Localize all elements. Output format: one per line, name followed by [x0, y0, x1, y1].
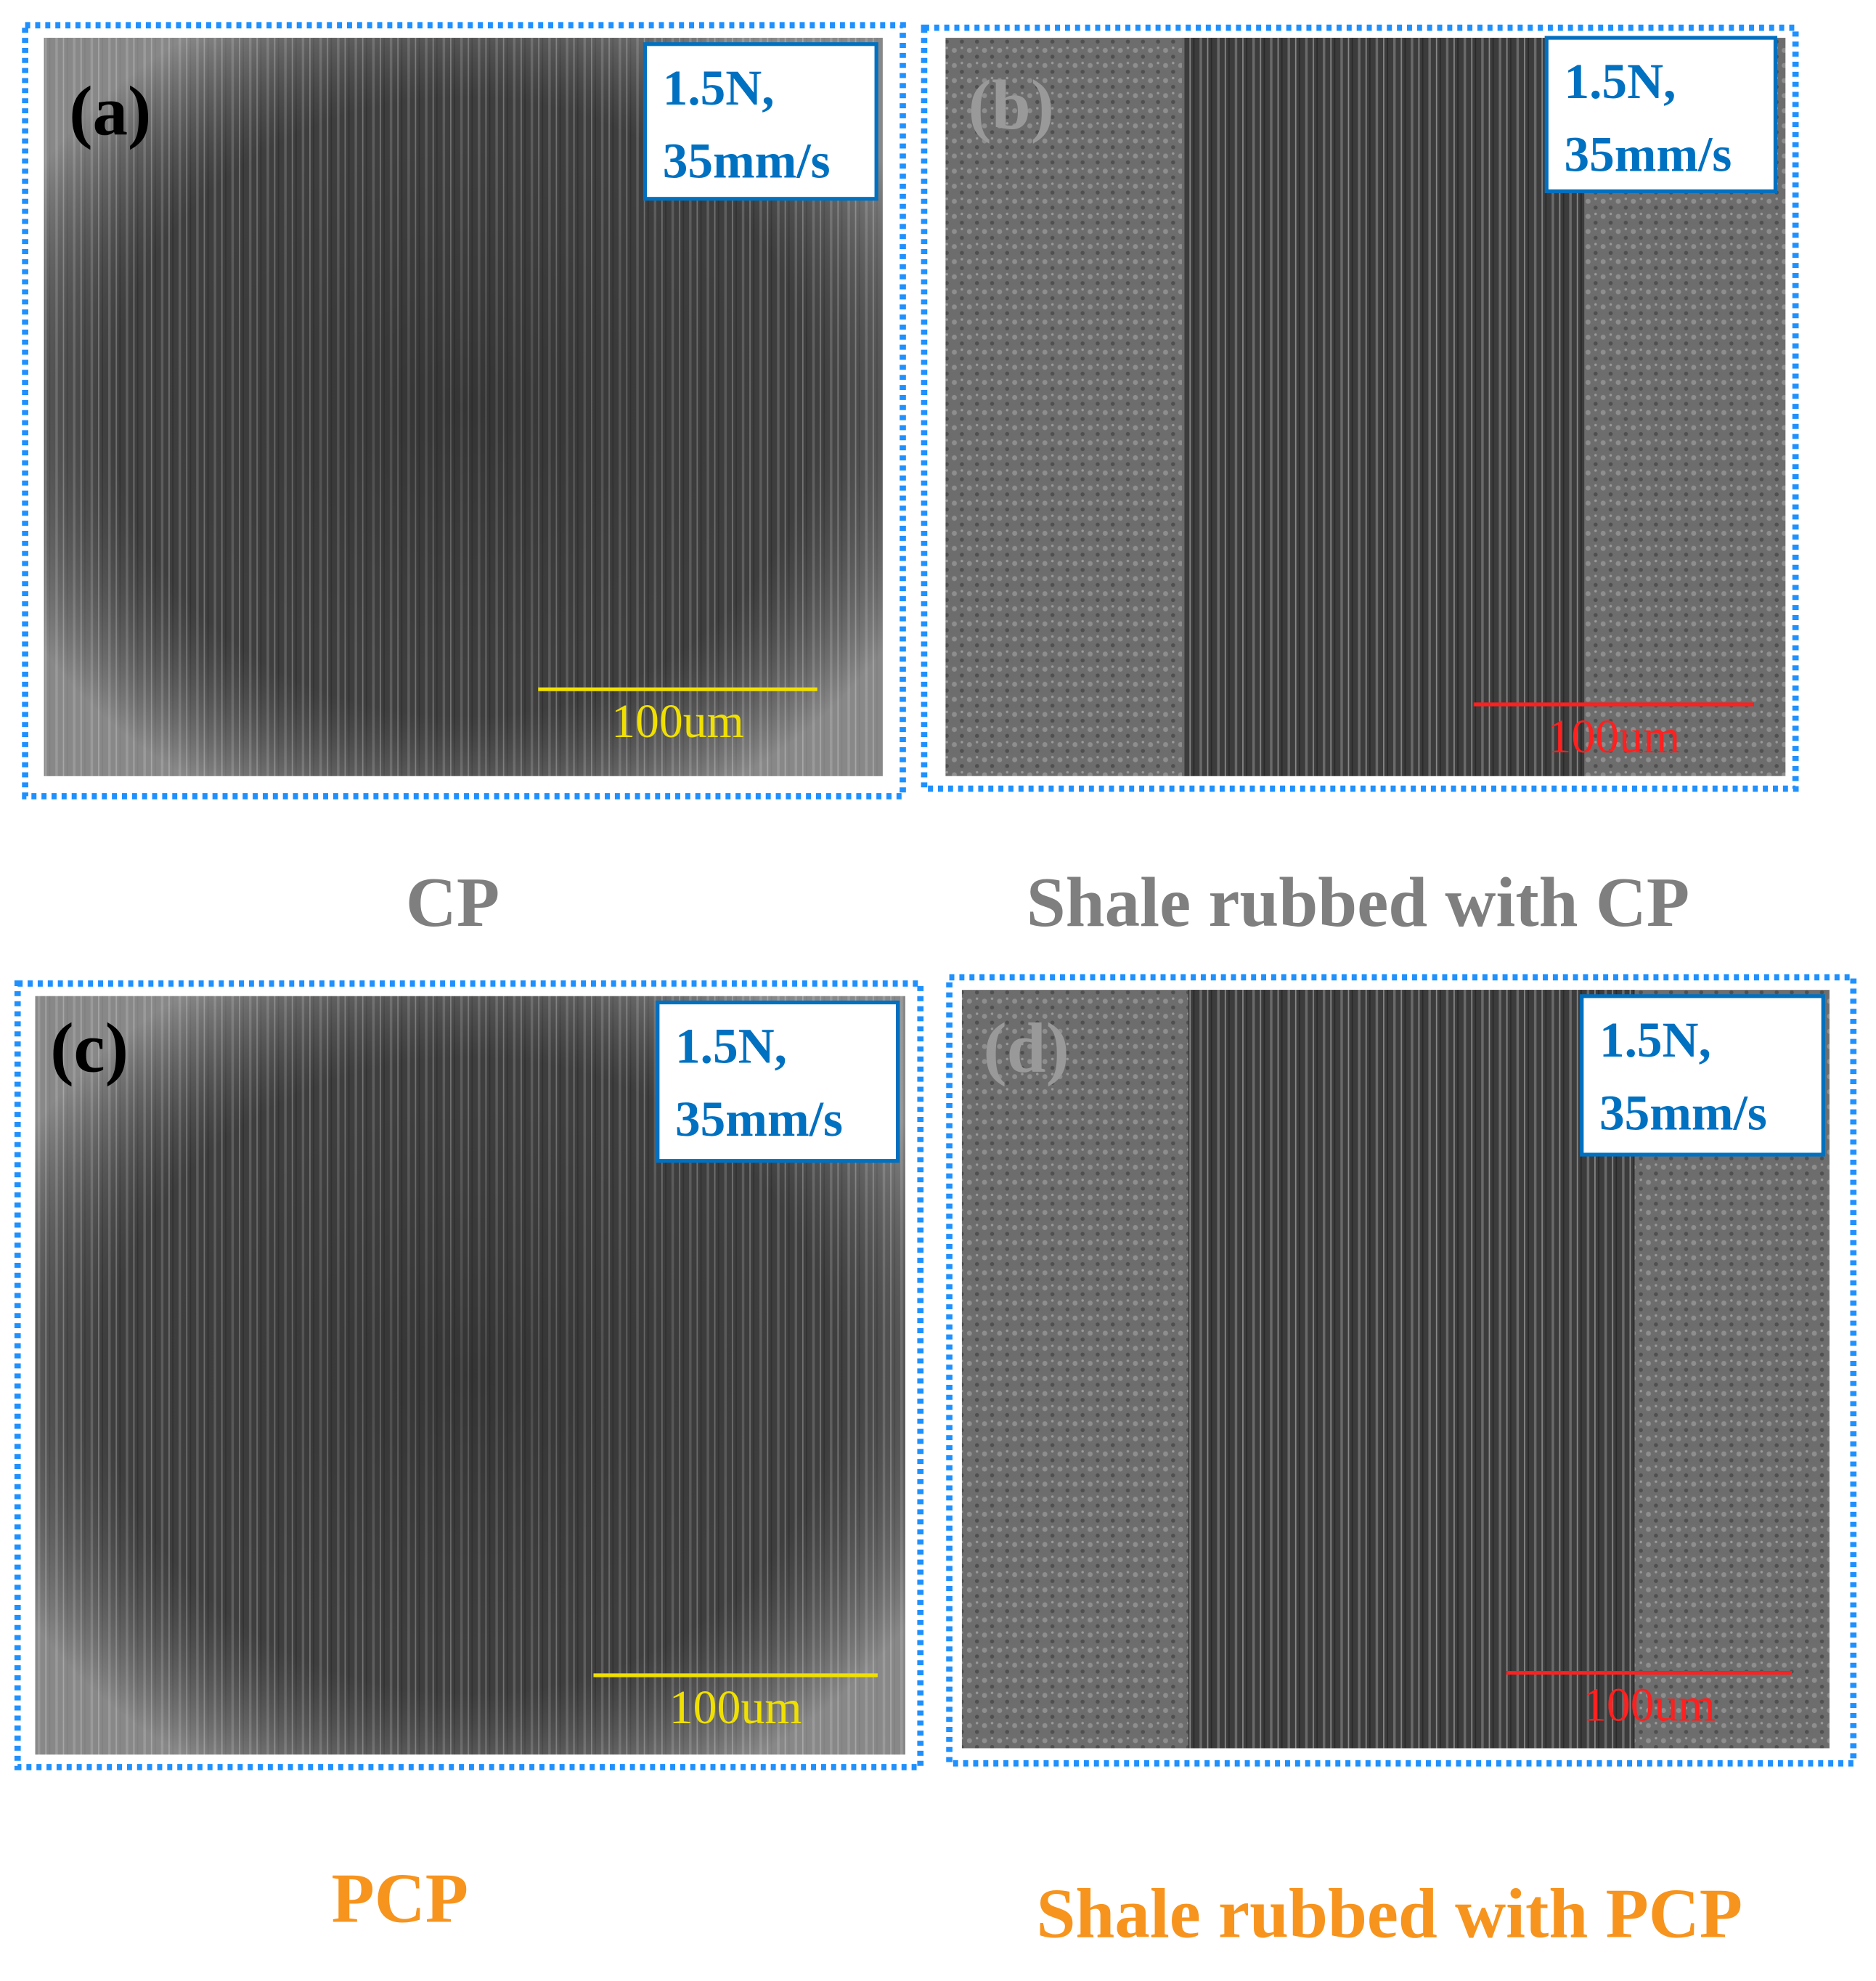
scale-bar-label: 100um [611, 695, 744, 748]
caption: Shale rubbed with CP [1027, 863, 1689, 941]
info-box [643, 42, 878, 201]
dotted-frame [22, 22, 906, 800]
panel-label: (d) [983, 1009, 1069, 1087]
panel: 1.5N, 35mm/s (d) 100um Shale rubbed with PCP [946, 974, 1857, 1952]
scale-bar-label: 100um [669, 1681, 802, 1734]
info-text: 35mm/s [1599, 1084, 1767, 1140]
dotted-frame [14, 980, 924, 1770]
wear-groove [1188, 990, 1635, 1749]
info-text: 1.5N, [1564, 53, 1676, 109]
scale-bar-label: 100um [1583, 1678, 1716, 1731]
panel: 1.5N, 35mm/s (b) 100um Shale rubbed with CP [921, 24, 1799, 941]
info-text: 1.5N, [675, 1018, 787, 1074]
panel: 1.5N, 35mm/s (c) 100um PCP [14, 980, 924, 1937]
panel: 1.5N, 35mm/s (a) 100um CP [22, 22, 906, 941]
info-text: 35mm/s [1564, 126, 1732, 182]
panels: 1.5N, 35mm/s (a) 100um CP 1.5N, 35mm/s (b) 100um… [14, 22, 1857, 1952]
info-box [1544, 36, 1778, 193]
caption: Shale rubbed with PCP [1036, 1874, 1742, 1952]
dotted-frame [921, 24, 1799, 792]
info-text: 35mm/s [663, 132, 831, 188]
info-text: 1.5N, [1599, 1012, 1711, 1067]
panel-label: (a) [69, 72, 151, 150]
caption: CP [406, 863, 499, 941]
info-box [656, 1000, 900, 1163]
caption: PCP [331, 1859, 468, 1937]
panel-label: (c) [50, 1009, 129, 1087]
wear-groove [1181, 38, 1585, 776]
panel-label: (b) [968, 66, 1055, 144]
info-text: 35mm/s [675, 1091, 843, 1147]
info-text: 1.5N, [663, 60, 775, 115]
scale-bar-label: 100um [1548, 710, 1681, 763]
info-box [1580, 994, 1825, 1157]
